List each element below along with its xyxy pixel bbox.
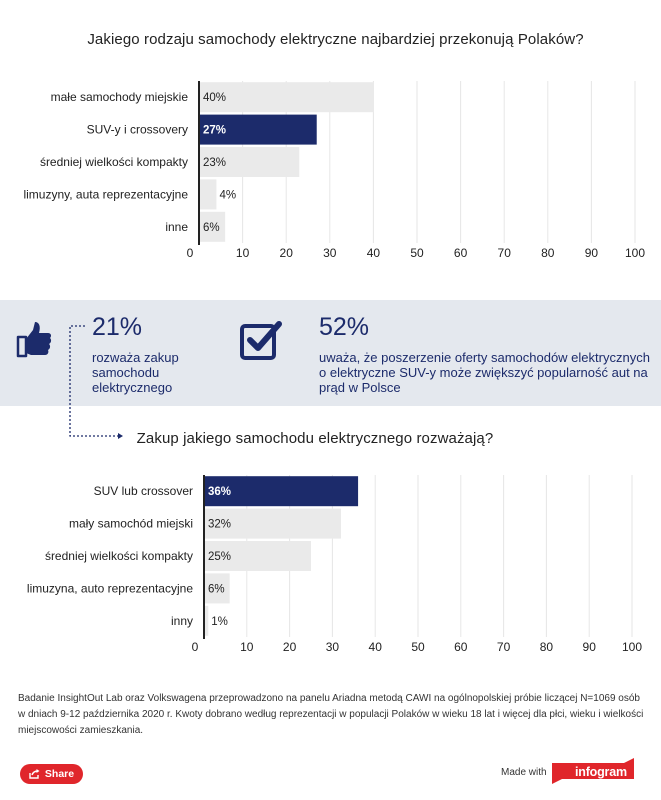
methodology-note: Badanie InsightOut Lab oraz Volkswagena …	[18, 693, 644, 736]
share-button[interactable]: Share	[20, 764, 83, 784]
value-label: 36%	[208, 486, 231, 498]
category-label: średniej wielkości kompakty	[40, 155, 188, 169]
value-label: 40%	[203, 92, 226, 104]
bar	[199, 82, 374, 113]
share-icon	[29, 769, 40, 779]
infogram-logo[interactable]	[552, 758, 634, 784]
category-label: małe samochody miejskie	[51, 90, 189, 104]
x-tick-label: 40	[369, 640, 383, 654]
x-tick-label: 10	[240, 640, 254, 654]
category-label: inny	[171, 614, 193, 628]
value-label: 4%	[219, 189, 236, 201]
x-tick-label: 20	[283, 640, 297, 654]
share-label: Share	[44, 768, 75, 780]
value-label: 23%	[203, 157, 226, 169]
stats-band	[0, 300, 661, 406]
chart-2: SUV lub crossover 36% mały samochód miejsk…	[27, 475, 642, 654]
x-tick-label: 20	[280, 246, 294, 260]
x-tick-label: 100	[625, 246, 645, 260]
bar	[199, 114, 317, 145]
value-label: 25%	[208, 551, 231, 563]
value-label: 6%	[208, 583, 225, 595]
bar	[199, 211, 226, 242]
category-label: limuzyny, auta reprezentacyjne	[23, 187, 188, 201]
bar	[199, 147, 300, 177]
bar	[204, 605, 209, 636]
checkbox-icon	[240, 321, 282, 360]
category-label: SUV-y i crossovery	[87, 123, 188, 137]
bar	[199, 179, 217, 210]
chart-1-title: Jakiego rodzaju samochody elektryczne na…	[87, 31, 584, 48]
bar	[204, 476, 359, 507]
chart-1: małe samochody miejskie 40% SUV-y i crosso…	[23, 81, 645, 260]
x-tick-label: 50	[410, 246, 424, 260]
x-tick-label: 30	[323, 246, 337, 260]
x-tick-label: 0	[192, 640, 199, 654]
category-label: średniej wielkości kompakty	[45, 549, 193, 563]
made-with-label: Made with	[501, 767, 547, 778]
category-label: inne	[165, 220, 188, 234]
chart-2-title: Zakup jakiego samochodu elektrycznego ro…	[136, 430, 494, 447]
stat-1-percent: 21%	[92, 313, 143, 341]
x-tick-label: 60	[454, 640, 468, 654]
value-label: 27%	[203, 125, 226, 137]
x-tick-label: 90	[585, 246, 599, 260]
value-label: 1%	[211, 616, 228, 628]
category-label: SUV lub crossover	[94, 484, 193, 498]
x-tick-label: 100	[622, 640, 642, 654]
x-tick-label: 10	[236, 246, 250, 260]
category-label: mały samochód miejski	[69, 517, 193, 531]
thumbs-up-icon	[16, 322, 52, 358]
bar	[204, 541, 311, 571]
bar	[204, 573, 230, 604]
brand-text: infogram	[575, 765, 627, 779]
x-tick-label: 60	[454, 246, 468, 260]
value-label: 6%	[203, 222, 220, 234]
x-tick-label: 30	[326, 640, 340, 654]
x-tick-label: 90	[583, 640, 597, 654]
x-tick-label: 0	[187, 246, 194, 260]
bar	[204, 508, 341, 539]
x-tick-label: 70	[498, 246, 512, 260]
x-tick-label: 70	[497, 640, 511, 654]
stat-1-text: rozważa zakup samochodu elektrycznego	[92, 350, 179, 395]
connector-arrow	[69, 325, 123, 439]
value-label: 32%	[208, 519, 231, 531]
x-tick-label: 40	[367, 246, 381, 260]
category-label: limuzyna, auto reprezentacyjne	[27, 581, 193, 595]
stat-2-percent: 52%	[319, 313, 370, 341]
x-tick-label: 50	[411, 640, 425, 654]
x-tick-label: 80	[541, 246, 555, 260]
stat-2-text: uważa, że poszerzenie oferty samochodów …	[319, 350, 650, 395]
x-tick-label: 80	[540, 640, 554, 654]
